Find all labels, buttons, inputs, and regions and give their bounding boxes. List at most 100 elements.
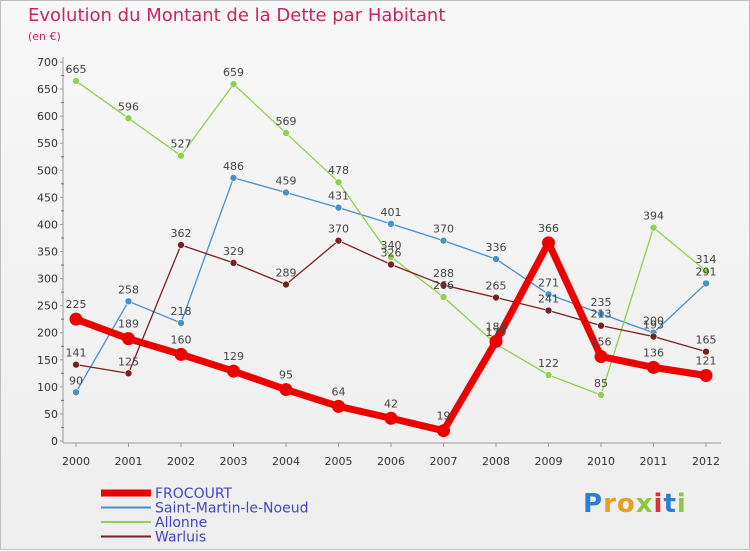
data-label-warluis: 141 (66, 347, 87, 360)
data-point-warluis (177, 241, 185, 249)
data-point-frocourt (69, 312, 83, 326)
y-tick-label: 700 (37, 56, 58, 69)
data-point-frocourt (174, 347, 188, 361)
data-label-frocourt: 19 (437, 410, 451, 423)
data-point-saint-martin-le-noeud (439, 236, 448, 245)
data-label-allonne: 478 (328, 164, 349, 177)
series-saint-martin-le-noeud (72, 174, 710, 397)
x-tick-label: 2005 (325, 455, 353, 468)
data-label-frocourt: 184 (486, 320, 507, 333)
data-label-saint-martin-le-noeud: 90 (69, 374, 83, 387)
data-point-allonne (387, 253, 395, 261)
data-label-warluis: 289 (276, 267, 297, 280)
data-label-saint-martin-le-noeud: 336 (486, 241, 507, 254)
x-tick-label: 2010 (587, 455, 615, 468)
x-tick-label: 2000 (62, 455, 90, 468)
x-tick-label: 2002 (167, 455, 195, 468)
data-point-allonne (439, 293, 448, 301)
series-layer (69, 77, 713, 438)
y-tick-label: 200 (37, 327, 58, 340)
data-point-warluis (282, 280, 290, 289)
y-tick-label: 600 (37, 110, 58, 123)
data-label-warluis: 165 (696, 334, 717, 347)
logo-letter: P (583, 489, 604, 519)
data-point-warluis (492, 293, 500, 302)
data-label-warluis: 288 (433, 267, 454, 280)
data-label-warluis: 362 (171, 227, 192, 240)
legend-label-allonne: Allonne (155, 515, 207, 531)
data-point-allonne (649, 223, 658, 232)
data-label-frocourt: 42 (384, 397, 398, 410)
logo-letter: i (653, 489, 664, 519)
data-point-allonne (72, 77, 80, 85)
data-label-saint-martin-le-noeud: 486 (223, 160, 244, 173)
legend: FROCOURTSaint-Martin-le-NoeudAllonneWarl… (101, 486, 308, 546)
data-label-warluis: 329 (223, 245, 244, 258)
data-point-saint-martin-le-noeud (492, 255, 500, 263)
x-tick-label: 2004 (272, 455, 300, 468)
y-tick-label: 300 (37, 273, 58, 286)
logo-letter: o (616, 489, 636, 519)
y-tick-label: 450 (37, 191, 58, 204)
data-label-frocourt: 156 (591, 336, 612, 349)
data-label-allonne: 665 (66, 63, 87, 76)
data-label-warluis: 213 (591, 308, 612, 321)
data-point-allonne (282, 129, 290, 137)
data-point-warluis (649, 332, 658, 341)
data-label-saint-martin-le-noeud: 370 (433, 223, 454, 236)
data-point-saint-martin-le-noeud (124, 297, 133, 306)
data-point-saint-martin-le-noeud (282, 188, 290, 197)
data-label-warluis: 125 (118, 355, 139, 368)
y-tick-label: 500 (37, 164, 58, 177)
data-labels: 90 258 218 486 459 431 401 370 336 271 235 200 291 66… (66, 63, 717, 423)
data-label-frocourt: 225 (66, 298, 87, 311)
x-tick-label: 2012 (692, 455, 720, 468)
data-point-allonne (597, 391, 605, 399)
legend-label-warluis: Warluis (155, 530, 206, 546)
data-point-frocourt (489, 334, 503, 348)
data-point-warluis (124, 369, 133, 378)
data-label-saint-martin-le-noeud: 431 (328, 190, 349, 203)
data-label-saint-martin-le-noeud: 271 (538, 276, 559, 289)
data-label-saint-martin-le-noeud: 200 (643, 315, 664, 328)
data-point-frocourt (647, 360, 660, 374)
data-label-frocourt: 95 (279, 369, 293, 382)
data-point-saint-martin-le-noeud (334, 203, 343, 212)
unit-label: (en €) (28, 30, 61, 43)
data-label-allonne: 122 (538, 357, 559, 370)
data-point-frocourt (699, 368, 713, 382)
legend-label-saint-martin-le-noeud: Saint-Martin-le-Noeud (155, 501, 308, 517)
data-point-allonne (177, 151, 185, 160)
y-tick-label: 650 (37, 83, 58, 96)
data-label-allonne: 569 (276, 115, 297, 128)
data-label-frocourt: 129 (223, 350, 244, 363)
data-point-allonne (702, 267, 710, 275)
data-point-warluis (597, 321, 605, 330)
x-tick-label: 2003 (220, 455, 248, 468)
y-tick-label: 550 (37, 137, 58, 150)
data-label-frocourt: 366 (538, 222, 559, 235)
x-tick-label: 2006 (377, 455, 405, 468)
logo-letter: x (635, 489, 654, 519)
data-label-frocourt: 64 (332, 385, 346, 398)
data-label-allonne: 314 (696, 253, 717, 266)
y-tick-label: 50 (44, 408, 58, 421)
data-label-allonne: 340 (381, 239, 402, 252)
y-tick-label: 150 (37, 354, 58, 367)
data-label-warluis: 265 (486, 280, 507, 293)
y-tick-label: 100 (37, 381, 58, 394)
data-point-frocourt (594, 350, 608, 364)
data-point-frocourt (332, 399, 345, 413)
proxiti-logo: Proxiti (583, 489, 687, 519)
y-tick-label: 400 (37, 218, 58, 231)
data-point-warluis (229, 259, 238, 267)
data-label-saint-martin-le-noeud: 459 (276, 174, 297, 187)
x-tick-label: 2001 (115, 455, 143, 468)
data-label-allonne: 266 (433, 279, 454, 292)
data-label-allonne: 659 (223, 66, 244, 79)
data-point-frocourt (279, 383, 293, 397)
data-point-frocourt (384, 411, 398, 425)
data-point-warluis (544, 306, 553, 315)
data-label-frocourt: 121 (696, 354, 717, 367)
